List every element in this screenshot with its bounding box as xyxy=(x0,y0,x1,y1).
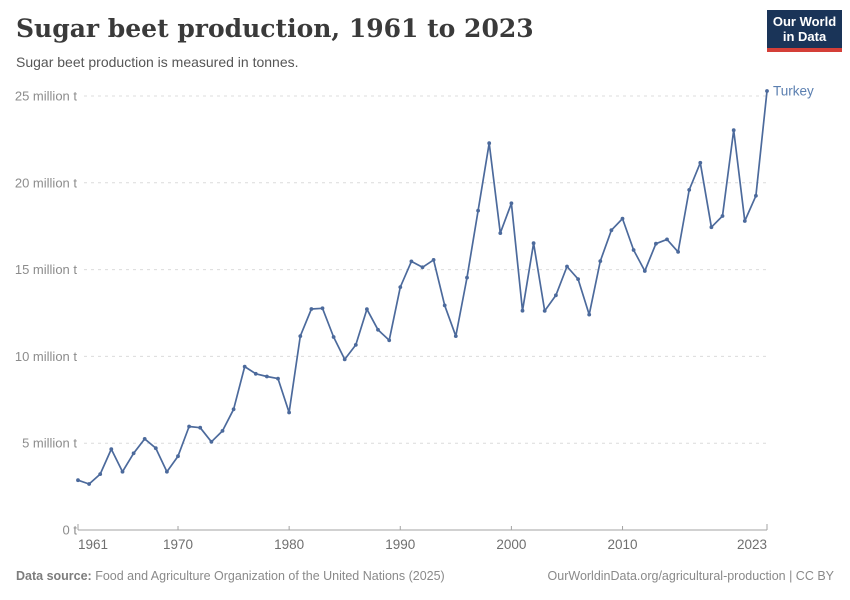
data-point[interactable] xyxy=(198,425,203,430)
x-tick-label: 1970 xyxy=(163,537,193,552)
data-point[interactable] xyxy=(620,216,625,221)
data-point[interactable] xyxy=(576,277,580,281)
owid-logo-line1: Our World xyxy=(772,14,837,29)
data-point[interactable] xyxy=(253,371,258,376)
data-point[interactable] xyxy=(242,364,247,369)
turkey-line[interactable] xyxy=(77,90,768,485)
data-point[interactable] xyxy=(431,258,436,262)
data-point[interactable] xyxy=(598,259,603,263)
credit-link[interactable]: OurWorldinData.org/agricultural-producti… xyxy=(547,569,834,583)
data-point[interactable] xyxy=(76,478,80,483)
data-point[interactable] xyxy=(487,141,492,146)
data-point[interactable] xyxy=(520,308,525,313)
data-point[interactable] xyxy=(531,241,536,246)
data-point[interactable] xyxy=(276,376,280,381)
data-point[interactable] xyxy=(387,338,392,343)
data-point[interactable] xyxy=(398,285,403,289)
data-point[interactable] xyxy=(98,472,103,476)
data-point[interactable] xyxy=(509,201,514,206)
data-point[interactable] xyxy=(587,312,592,317)
x-tick-label: 1961 xyxy=(78,537,108,552)
page-title: Sugar beet production, 1961 to 2023 xyxy=(16,14,534,43)
y-axis-labels: 0 t 5 million t 10 million t 15 million t 20… xyxy=(15,89,78,538)
data-source-note: Data source: Food and Agriculture Organi… xyxy=(16,569,445,583)
data-point[interactable] xyxy=(476,208,480,213)
x-tick-label: 2000 xyxy=(496,537,526,552)
data-point[interactable] xyxy=(120,469,125,474)
owid-logo[interactable]: Our World in Data xyxy=(767,10,842,52)
y-tick-label: 0 t xyxy=(63,523,78,538)
data-point[interactable] xyxy=(209,439,214,444)
x-tick-label: 1980 xyxy=(274,537,304,552)
gridlines xyxy=(84,95,767,444)
data-point[interactable] xyxy=(142,437,147,441)
data-point[interactable] xyxy=(609,228,614,233)
data-point[interactable] xyxy=(565,264,569,269)
data-source-label: Data source: xyxy=(16,569,92,583)
data-source-text: Food and Agriculture Organization of the… xyxy=(91,569,445,583)
data-point[interactable] xyxy=(465,275,469,280)
data-point[interactable] xyxy=(220,429,225,433)
data-point[interactable] xyxy=(709,225,714,230)
data-point[interactable] xyxy=(320,306,325,311)
data-point[interactable] xyxy=(731,128,736,133)
y-tick-label: 20 million t xyxy=(15,175,78,190)
y-tick-label: 5 million t xyxy=(22,436,77,451)
data-point[interactable] xyxy=(109,447,114,451)
data-point[interactable] xyxy=(165,469,169,474)
data-point[interactable] xyxy=(231,407,236,412)
data-point[interactable] xyxy=(498,231,503,236)
x-tick-label: 2010 xyxy=(608,537,638,552)
data-point[interactable] xyxy=(287,410,291,415)
data-point[interactable] xyxy=(765,89,769,93)
data-point[interactable] xyxy=(665,237,669,242)
x-tick-label: 2023 xyxy=(737,537,767,552)
data-point[interactable] xyxy=(365,307,369,312)
data-points[interactable] xyxy=(76,89,769,486)
data-point[interactable] xyxy=(376,327,380,332)
data-point[interactable] xyxy=(87,482,91,486)
data-point[interactable] xyxy=(654,241,658,246)
y-tick-label: 15 million t xyxy=(15,262,78,277)
data-point[interactable] xyxy=(176,454,180,459)
owid-logo-line2: in Data xyxy=(782,29,827,44)
data-point[interactable] xyxy=(420,265,425,270)
data-point[interactable] xyxy=(153,446,158,451)
data-point[interactable] xyxy=(342,357,347,362)
data-point[interactable] xyxy=(642,269,647,273)
data-point[interactable] xyxy=(676,250,680,254)
series-label[interactable]: Turkey xyxy=(773,83,814,98)
data-point[interactable] xyxy=(554,293,558,298)
data-point[interactable] xyxy=(442,303,447,308)
y-tick-label: 10 million t xyxy=(15,349,78,364)
x-axis-labels: 1961 1970 1980 1990 2000 2010 2023 xyxy=(78,537,767,552)
page-subtitle: Sugar beet production is measured in ton… xyxy=(16,54,299,70)
x-tick-label: 1990 xyxy=(385,537,415,552)
y-tick-label: 25 million t xyxy=(15,89,78,104)
data-point[interactable] xyxy=(309,307,314,311)
data-point[interactable] xyxy=(631,248,636,252)
data-point[interactable] xyxy=(453,334,458,338)
data-point[interactable] xyxy=(742,219,747,223)
data-point[interactable] xyxy=(542,309,547,313)
data-point[interactable] xyxy=(298,334,303,338)
data-point[interactable] xyxy=(720,214,725,218)
data-point[interactable] xyxy=(331,335,336,339)
data-point[interactable] xyxy=(698,160,703,165)
data-point[interactable] xyxy=(265,374,269,379)
data-point[interactable] xyxy=(187,424,192,429)
data-point[interactable] xyxy=(754,193,758,198)
data-point[interactable] xyxy=(687,188,692,192)
x-axis xyxy=(77,524,768,531)
data-point[interactable] xyxy=(409,259,414,264)
data-point[interactable] xyxy=(131,451,136,456)
data-point[interactable] xyxy=(353,343,358,347)
